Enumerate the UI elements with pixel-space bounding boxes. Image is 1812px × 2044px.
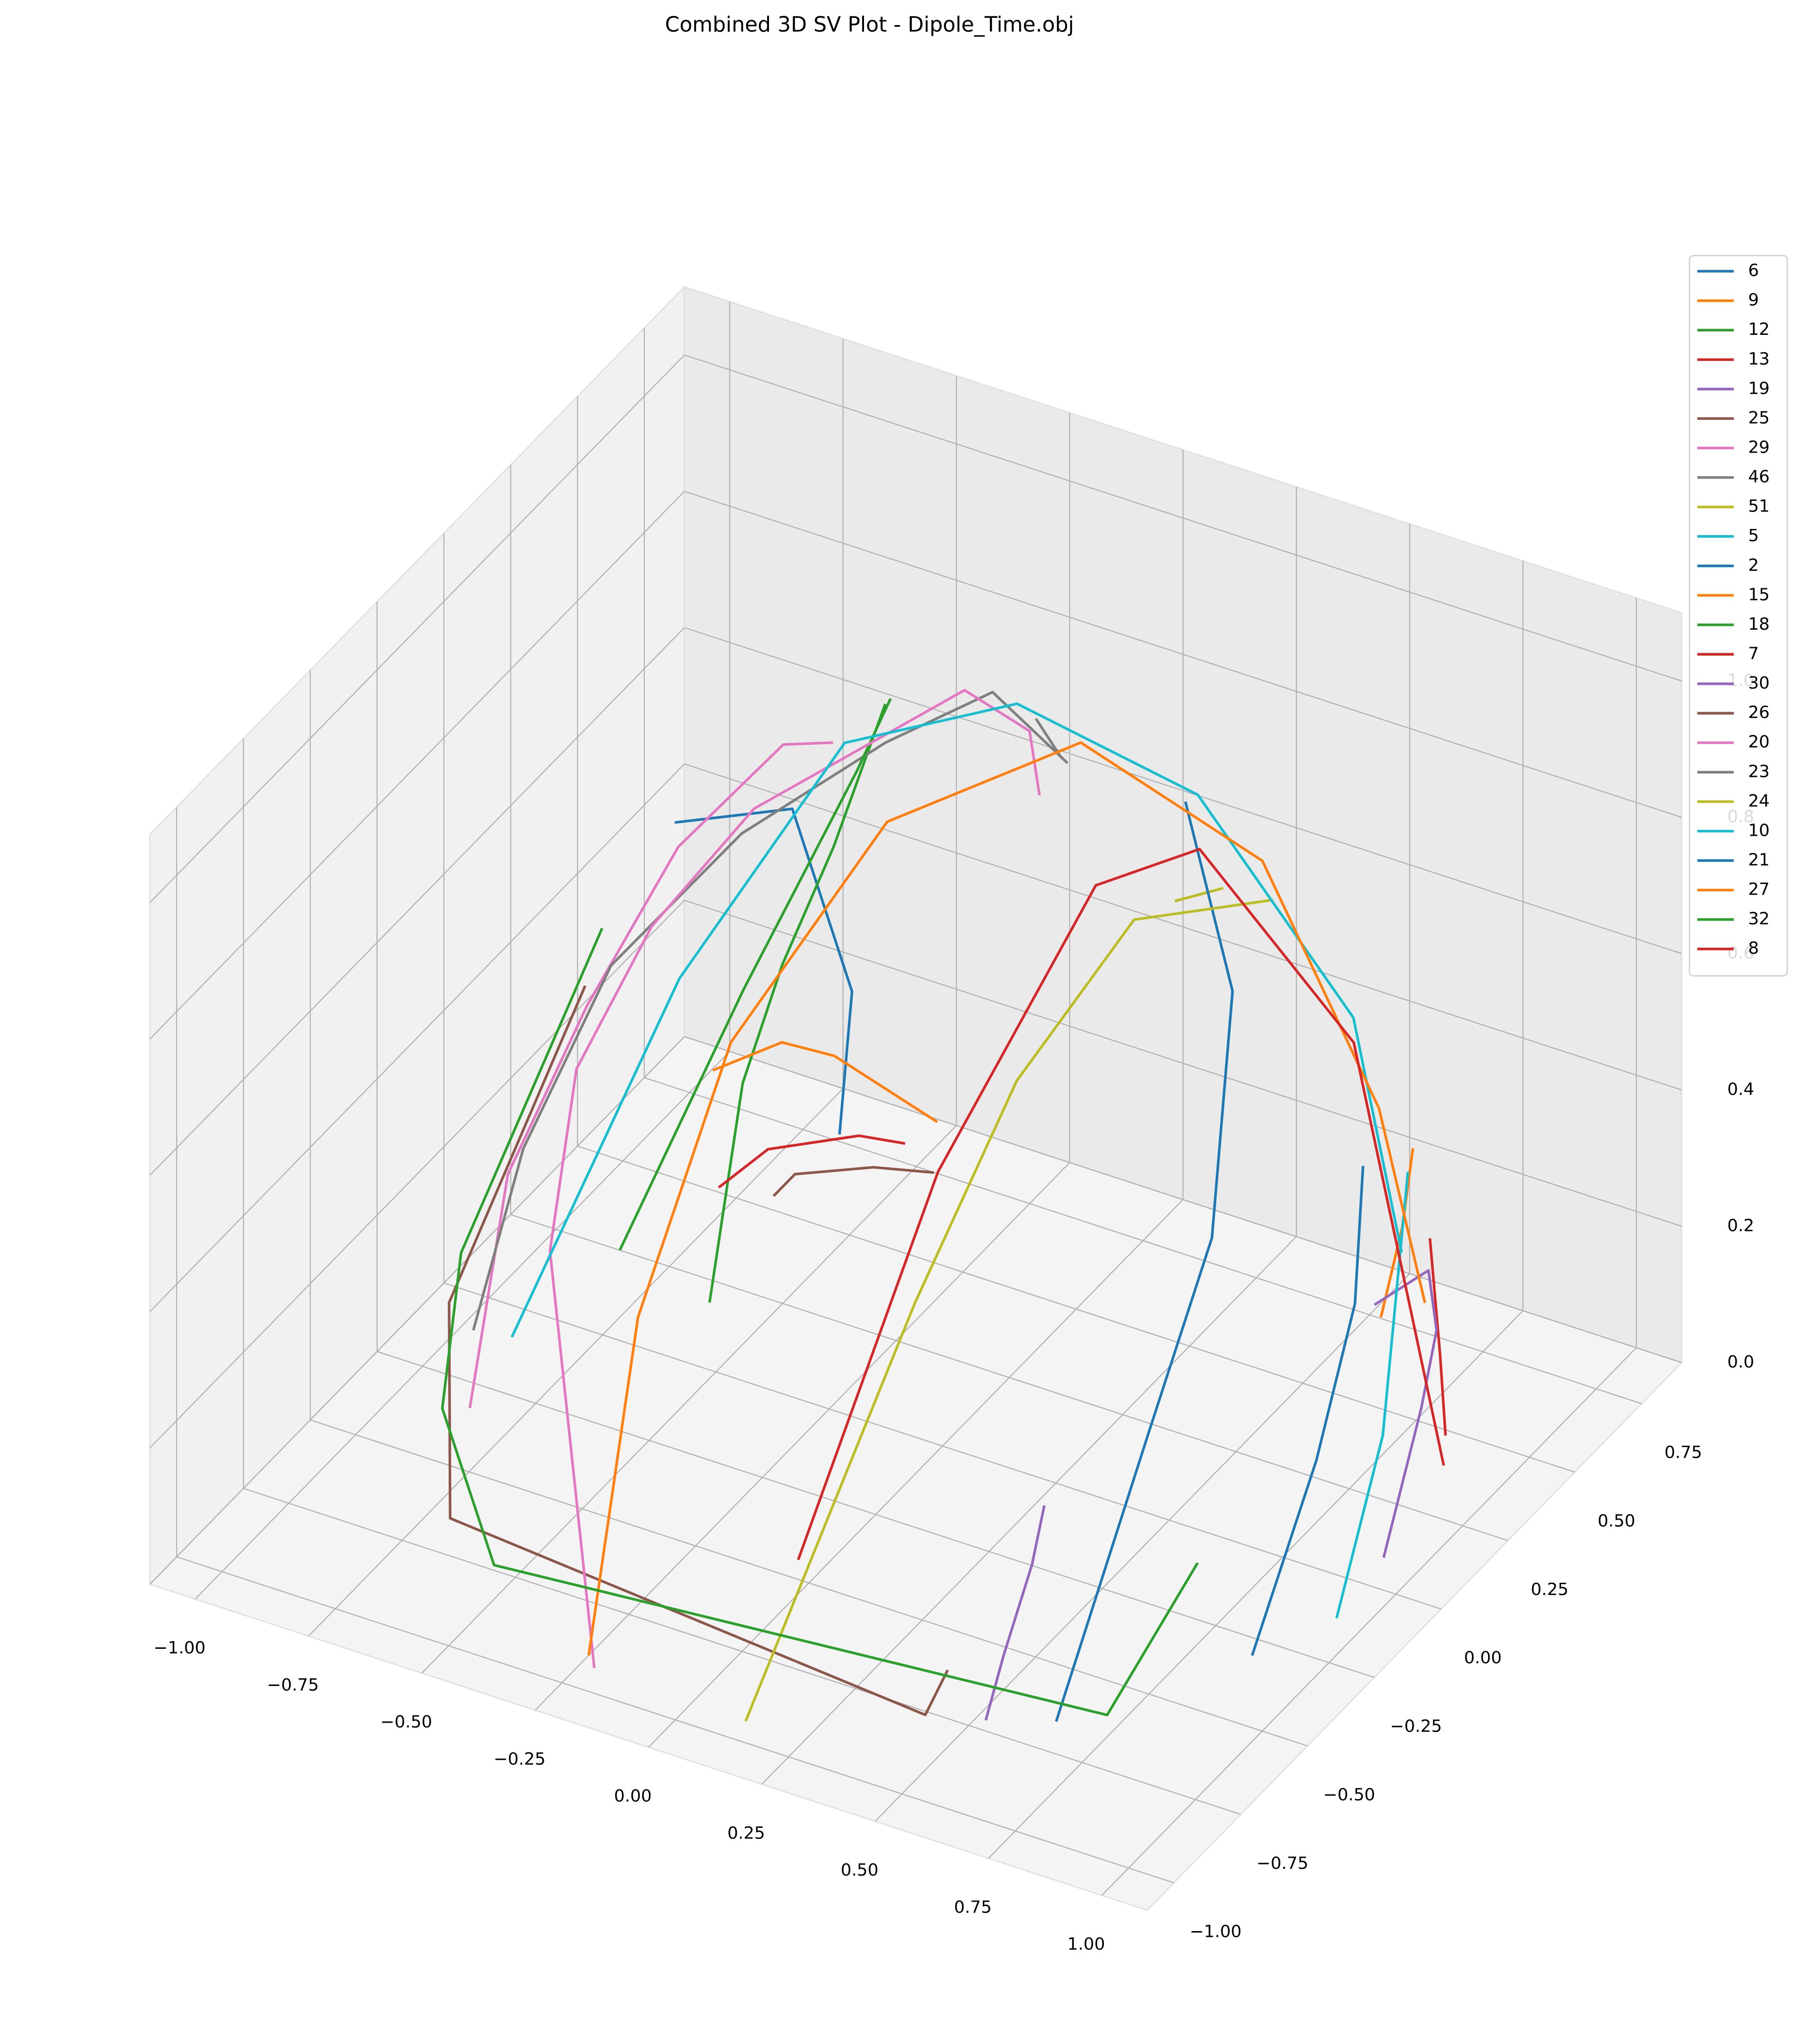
legend-label: 6 (1748, 261, 1759, 280)
lines (441, 689, 1447, 1722)
series-line (549, 689, 1041, 1669)
grid-line (684, 491, 1682, 818)
x-tick-label: −0.50 (380, 1712, 432, 1732)
legend-label: 18 (1748, 614, 1770, 634)
series-line (796, 847, 1445, 1561)
series-line (1250, 1166, 1365, 1656)
z-tick-label: 0.2 (1727, 1215, 1754, 1235)
grid-line (194, 1051, 730, 1600)
grid-line (308, 1088, 844, 1637)
series-line (1055, 801, 1234, 1722)
series-line (510, 702, 1403, 1338)
legend-label: 51 (1748, 497, 1770, 516)
legend-label: 46 (1748, 467, 1770, 487)
y-tick-label: 0.50 (1598, 1511, 1635, 1531)
x-tick-label: 0.00 (614, 1786, 652, 1806)
grid-line (149, 763, 685, 1312)
legend-label: 12 (1748, 319, 1770, 339)
z-tick-label: 0.4 (1727, 1079, 1754, 1099)
legend-label: 27 (1748, 880, 1770, 899)
legend-label: 29 (1748, 438, 1770, 457)
grid-line (149, 627, 685, 1176)
x-tick-label: −0.25 (494, 1749, 546, 1769)
x-tick-label: 0.50 (841, 1860, 879, 1880)
series-line (448, 985, 949, 1716)
grid-line (988, 1310, 1524, 1859)
y-tick-label: −0.50 (1323, 1785, 1375, 1805)
grid-line (421, 1125, 957, 1674)
legend-label: 32 (1748, 909, 1770, 929)
grid-line (149, 355, 685, 903)
series-line (1428, 1238, 1447, 1436)
grid-line (684, 627, 1682, 954)
legend-box (1688, 255, 1788, 977)
series-line (441, 927, 1199, 1716)
legend-label: 2 (1748, 555, 1759, 575)
grid-line (535, 1162, 1071, 1711)
y-tick-label: −0.75 (1256, 1853, 1308, 1873)
grid-line (648, 1199, 1183, 1748)
grid-line (684, 354, 1682, 682)
z-tick-label: 0.0 (1727, 1352, 1754, 1372)
legend-label: 24 (1748, 791, 1770, 811)
y-tick-label: −0.25 (1390, 1716, 1442, 1736)
legend-label: 21 (1748, 850, 1770, 870)
series-line (718, 1134, 906, 1189)
grid-line (176, 1556, 1174, 1883)
x-tick-label: 1.00 (1067, 1934, 1105, 1954)
series-line (712, 1041, 938, 1123)
x-tick-label: −1.00 (153, 1638, 206, 1658)
legend-label: 9 (1748, 290, 1759, 310)
grid-line (761, 1236, 1297, 1785)
grid-line (875, 1273, 1410, 1822)
grid-line (1101, 1347, 1637, 1896)
legend: 6 9 12 13 19 25 29 46 51 5 2 15 18 7 30 26 20 23 24 10 21 27 3… (1688, 255, 1788, 977)
grid-line (510, 1214, 1509, 1541)
legend-label: 5 (1748, 526, 1759, 546)
legend-label: 25 (1748, 408, 1770, 428)
legend-label: 10 (1748, 820, 1770, 840)
series-line (1373, 1269, 1438, 1558)
grid-line (644, 1077, 1642, 1404)
grid-line (443, 1282, 1441, 1610)
series-line (744, 898, 1274, 1722)
legend-label: 15 (1748, 585, 1770, 605)
series-line (1174, 886, 1224, 903)
legend-label: 19 (1748, 378, 1770, 398)
grid-line (377, 1351, 1375, 1678)
legend-label: 23 (1748, 761, 1770, 781)
y-tick-label: 0.25 (1531, 1579, 1568, 1599)
grid (149, 302, 1682, 1896)
chart-title: Combined 3D SV Plot - Dipole_Time.obj (665, 13, 1074, 37)
y-tick-label: 0.75 (1664, 1443, 1702, 1463)
legend-label: 30 (1748, 673, 1770, 693)
series-line (708, 704, 887, 1303)
grid-line (577, 1146, 1575, 1473)
legend-label: 8 (1748, 939, 1759, 958)
grid-line (310, 1419, 1308, 1747)
grid-line (684, 763, 1682, 1091)
legend-label: 26 (1748, 703, 1770, 722)
y-tick-label: −1.00 (1190, 1922, 1242, 1942)
series-line (472, 691, 1069, 1331)
y-tick-label: 0.00 (1464, 1648, 1502, 1668)
legend-label: 13 (1748, 349, 1770, 369)
x-tick-label: 0.75 (954, 1897, 992, 1917)
grid-line (243, 1488, 1241, 1815)
x-tick-label: 0.25 (728, 1823, 765, 1843)
grid-line (684, 899, 1682, 1227)
legend-label: 20 (1748, 732, 1770, 752)
series-line (772, 1166, 934, 1197)
grid-line (149, 491, 685, 1039)
legend-label: 7 (1748, 644, 1759, 663)
series-line (618, 698, 892, 1251)
grid-line (149, 1036, 685, 1585)
grid-line (684, 1036, 1682, 1363)
series-line (468, 741, 833, 1409)
x-tick-label: −0.75 (267, 1675, 319, 1695)
